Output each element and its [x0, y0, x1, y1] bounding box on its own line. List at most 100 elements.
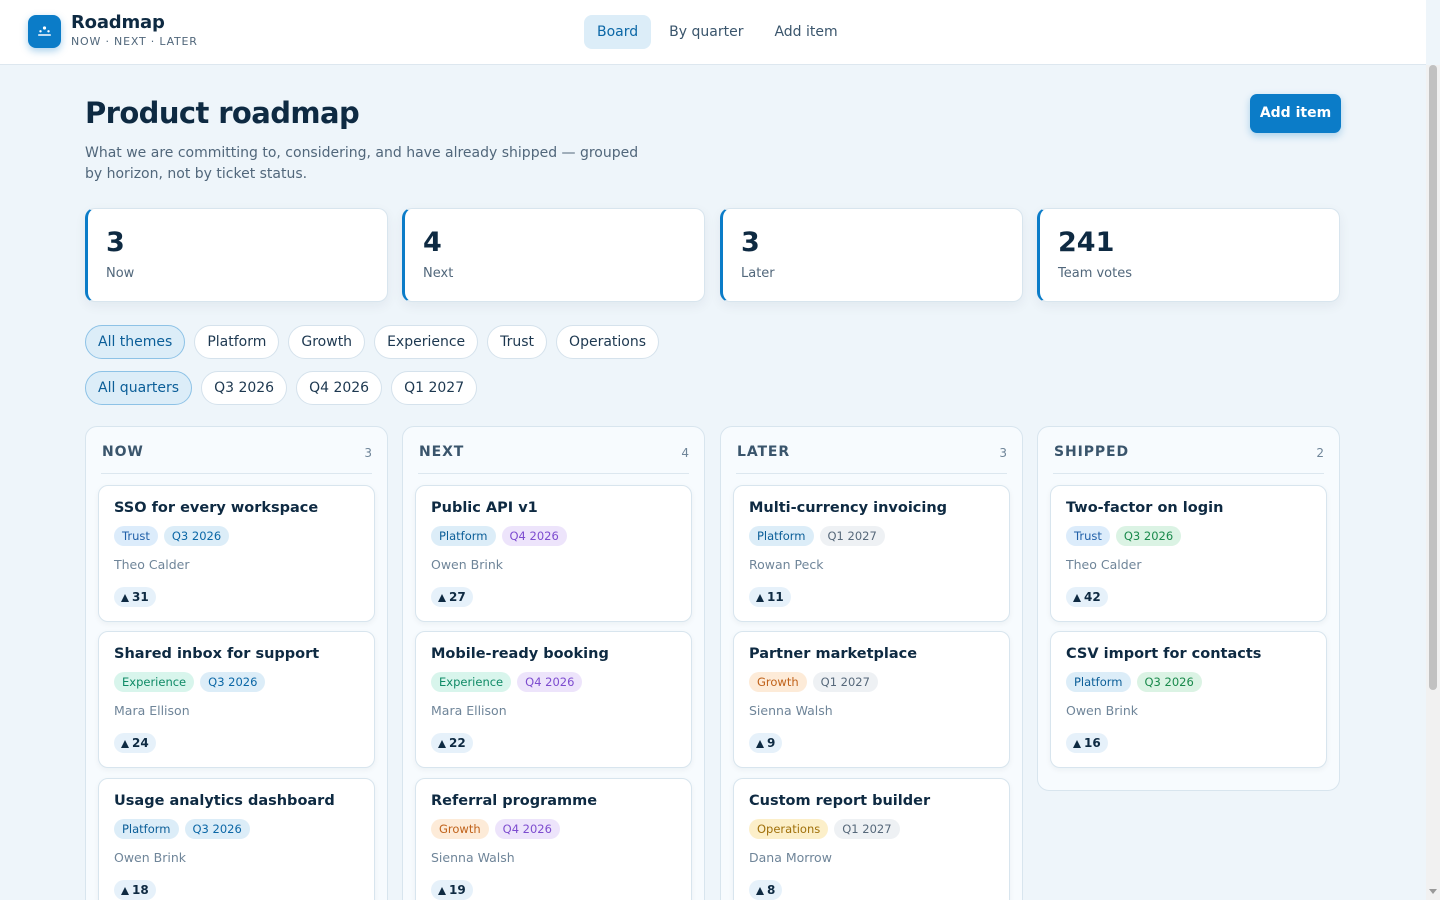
card-title: Multi-currency invoicing: [749, 500, 948, 516]
column-header: LATER 3: [736, 427, 1007, 474]
vote-button[interactable]: 16: [1066, 733, 1108, 753]
upvote-icon: [756, 740, 764, 748]
roadmap-card[interactable]: Multi-currency invoicing Platform Q1 2027…: [733, 485, 1010, 622]
filter-chip-all-quarters[interactable]: All quarters: [85, 371, 193, 405]
vote-count: 31: [132, 590, 149, 604]
stat-card-next: 4 Next: [402, 208, 705, 302]
column-count: 3: [364, 446, 372, 460]
vote-button[interactable]: 42: [1066, 587, 1108, 607]
card-title: Public API v1: [431, 500, 538, 516]
filter-chip-platform[interactable]: Platform: [194, 325, 280, 359]
vote-count: 9: [767, 736, 776, 750]
column-title: SHIPPED: [1054, 444, 1130, 460]
vote-button[interactable]: 11: [749, 587, 791, 607]
card-title: Referral programme: [431, 793, 598, 809]
roadmap-card[interactable]: Usage analytics dashboard Platform Q3 202…: [98, 778, 375, 900]
vote-button[interactable]: 24: [114, 733, 156, 753]
roadmap-card[interactable]: Referral programme Growth Q4 2026 Sienna …: [415, 778, 692, 900]
scroll-down-arrow-icon[interactable]: [1429, 889, 1437, 894]
card-owner: Mara Ellison: [431, 703, 507, 718]
theme-tag: Operations: [749, 819, 829, 839]
add-item-button[interactable]: Add item: [1250, 94, 1341, 133]
scrollbar-thumb[interactable]: [1429, 65, 1437, 690]
vote-count: 11: [767, 590, 784, 604]
vote-button[interactable]: 9: [749, 733, 783, 753]
column-title: LATER: [737, 444, 791, 460]
column-title: NOW: [102, 444, 144, 460]
roadmap-card[interactable]: SSO for every workspace Trust Q3 2026 The…: [98, 485, 375, 622]
card-title: Usage analytics dashboard: [114, 793, 335, 809]
stat-card-team-votes: 241 Team votes: [1037, 208, 1340, 302]
theme-tag: Platform: [1066, 672, 1131, 692]
roadmap-card[interactable]: Partner marketplace Growth Q1 2027 Sienna…: [733, 631, 1010, 768]
vote-count: 18: [132, 883, 149, 897]
stat-label: Now: [106, 266, 135, 281]
column-header: SHIPPED 2: [1053, 427, 1324, 474]
vote-button[interactable]: 8: [749, 880, 783, 900]
upvote-icon: [438, 740, 446, 748]
quarter-tag: Q3 2026: [1136, 672, 1202, 692]
quarter-filter-row: All quarters Q3 2026 Q4 2026 Q1 2027: [85, 371, 486, 405]
roadmap-logo-icon[interactable]: [28, 15, 61, 48]
vote-button[interactable]: 19: [431, 880, 473, 900]
upvote-icon: [438, 887, 446, 895]
app-title: Roadmap: [71, 12, 165, 33]
tab-add-item[interactable]: Add item: [774, 24, 838, 40]
filter-chip-q3-2026[interactable]: Q3 2026: [201, 371, 288, 405]
column-count: 2: [1316, 446, 1324, 460]
card-title: CSV import for contacts: [1066, 646, 1262, 662]
quarter-tag: Q3 2026: [184, 819, 250, 839]
vote-button[interactable]: 27: [431, 587, 473, 607]
card-owner: Theo Calder: [114, 557, 190, 572]
main-nav: Board By quarter Add item: [584, 15, 856, 49]
roadmap-card[interactable]: Mobile-ready booking Experience Q4 2026 M…: [415, 631, 692, 768]
filter-chip-q1-2027[interactable]: Q1 2027: [391, 371, 478, 405]
card-owner: Owen Brink: [1066, 703, 1138, 718]
vote-count: 42: [1084, 590, 1101, 604]
stat-value: 3: [106, 227, 125, 258]
column-count: 3: [999, 446, 1007, 460]
roadmap-card[interactable]: Shared inbox for support Experience Q3 20…: [98, 631, 375, 768]
roadmap-card[interactable]: Two-factor on login Trust Q3 2026 Theo Ca…: [1050, 485, 1327, 622]
upvote-icon: [756, 887, 764, 895]
column-now: NOW 3 SSO for every workspace Trust Q3 20…: [85, 426, 388, 900]
roadmap-card[interactable]: Custom report builder Operations Q1 2027 …: [733, 778, 1010, 900]
roadmap-card[interactable]: CSV import for contacts Platform Q3 2026 …: [1050, 631, 1327, 768]
column-later: LATER 3 Multi-currency invoicing Platfor…: [720, 426, 1023, 900]
filter-chip-growth[interactable]: Growth: [288, 325, 366, 359]
filter-chip-operations[interactable]: Operations: [556, 325, 660, 359]
vote-button[interactable]: 31: [114, 587, 156, 607]
column-header: NEXT 4: [418, 427, 689, 474]
filter-chip-trust[interactable]: Trust: [487, 325, 548, 359]
vote-count: 24: [132, 736, 149, 750]
theme-tag: Experience: [431, 672, 512, 692]
roadmap-card[interactable]: Public API v1 Platform Q4 2026 Owen Brink…: [415, 485, 692, 622]
tab-by-quarter[interactable]: By quarter: [669, 24, 744, 40]
upvote-icon: [756, 594, 764, 602]
stat-value: 241: [1058, 227, 1115, 258]
card-owner: Mara Ellison: [114, 703, 190, 718]
quarter-tag: Q1 2027: [812, 672, 878, 692]
card-title: Partner marketplace: [749, 646, 918, 662]
vote-button[interactable]: 22: [431, 733, 473, 753]
column-shipped: SHIPPED 2 Two-factor on login Trust Q3 20…: [1037, 426, 1340, 791]
app-subtitle: NOW · NEXT · LATER: [71, 35, 198, 48]
page-title: Product roadmap: [85, 96, 360, 130]
upvote-icon: [438, 594, 446, 602]
filter-chip-all-themes[interactable]: All themes: [85, 325, 186, 359]
card-title: Custom report builder: [749, 793, 931, 809]
column-next: NEXT 4 Public API v1 Platform Q4 2026 Owe…: [402, 426, 705, 900]
filter-chip-q4-2026[interactable]: Q4 2026: [296, 371, 383, 405]
filter-chip-experience[interactable]: Experience: [374, 325, 479, 359]
vote-count: 16: [1084, 736, 1101, 750]
stat-card-later: 3 Later: [720, 208, 1023, 302]
vote-button[interactable]: 18: [114, 880, 156, 900]
page-scrollbar[interactable]: [1426, 65, 1440, 900]
upvote-icon: [121, 740, 129, 748]
column-count: 4: [681, 446, 689, 460]
vote-count: 19: [449, 883, 466, 897]
stat-value: 3: [741, 227, 760, 258]
stat-label: Later: [741, 266, 775, 281]
theme-tag: Growth: [431, 819, 489, 839]
tab-board[interactable]: Board: [584, 15, 652, 49]
